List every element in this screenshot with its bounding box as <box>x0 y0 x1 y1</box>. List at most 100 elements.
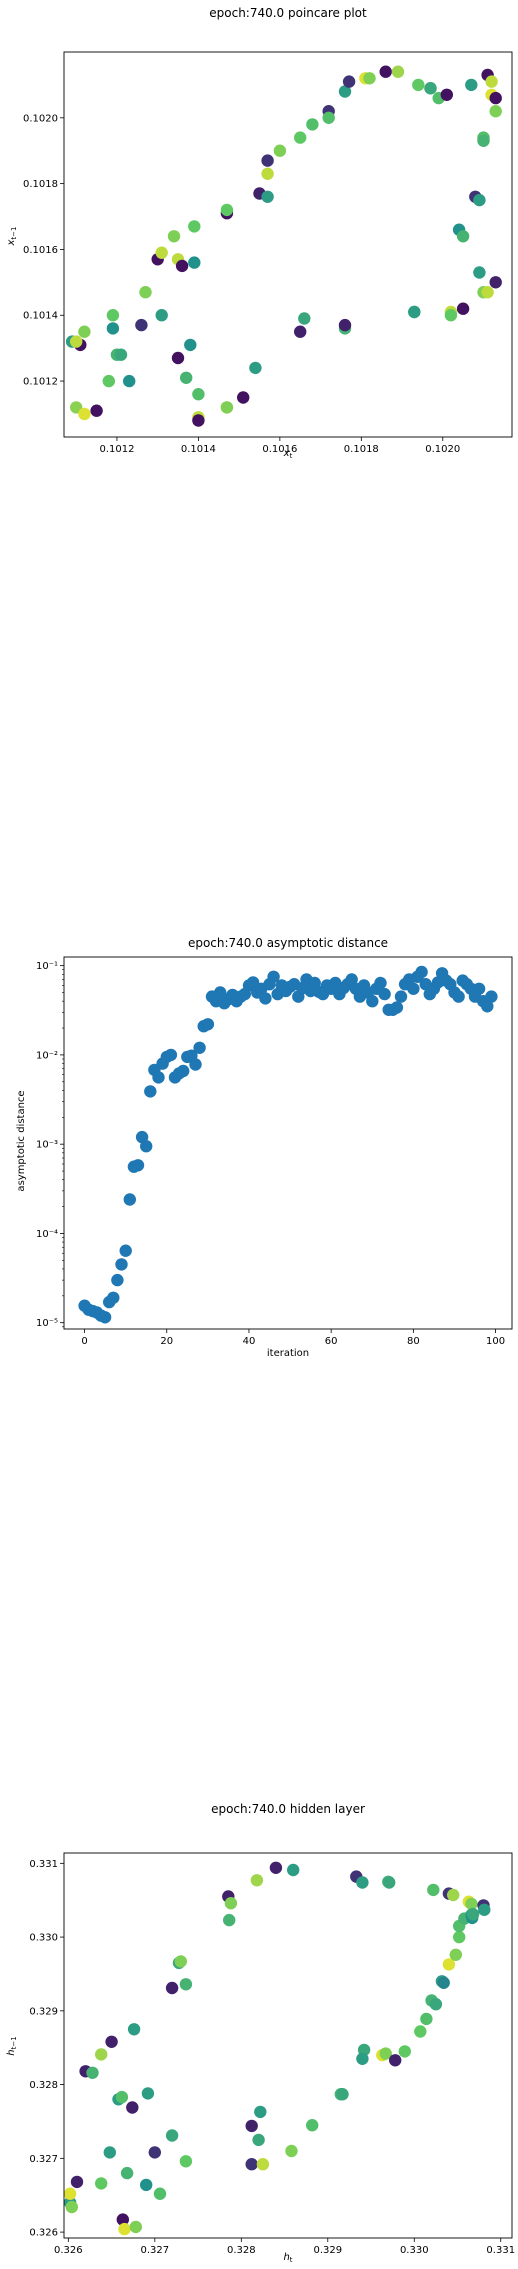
data-point <box>142 2087 154 2099</box>
data-point <box>261 154 273 166</box>
data-point <box>246 2120 258 2132</box>
data-point <box>180 2155 192 2167</box>
data-point <box>478 1904 490 1916</box>
data-point <box>188 220 200 232</box>
data-point <box>389 2054 401 2066</box>
data-point <box>132 1159 144 1171</box>
data-point <box>152 1071 164 1083</box>
y-tick-label: 0.1018 <box>23 179 58 190</box>
data-point <box>71 2176 83 2188</box>
data-point <box>473 194 485 206</box>
data-point <box>78 408 90 420</box>
data-point <box>95 2048 107 2060</box>
data-point <box>485 990 497 1002</box>
data-point <box>70 335 82 347</box>
data-point <box>438 1977 450 1989</box>
data-point <box>412 79 424 91</box>
data-point <box>457 230 469 242</box>
data-point <box>378 988 390 1000</box>
y-tick-label: 10⁻² <box>36 1050 58 1061</box>
data-point <box>166 2129 178 2141</box>
data-point <box>261 168 273 180</box>
data-point <box>120 1245 132 1257</box>
data-point <box>193 1042 205 1054</box>
x-tick-label: 0.328 <box>227 2245 256 2256</box>
data-point <box>270 1862 282 1874</box>
data-point <box>78 326 90 338</box>
data-point <box>221 401 233 413</box>
data-point <box>420 2013 432 2025</box>
data-point <box>144 1085 156 1097</box>
data-point <box>104 2146 116 2158</box>
data-point <box>192 388 204 400</box>
data-point <box>452 990 464 1002</box>
data-point <box>374 977 386 989</box>
data-point <box>126 2101 138 2113</box>
data-point <box>467 1908 479 1920</box>
y-tick-label: 0.328 <box>29 2080 58 2091</box>
data-point <box>407 983 419 995</box>
data-point <box>107 309 119 321</box>
data-point <box>323 112 335 124</box>
asymptotic-xlabel: iteration <box>267 1348 309 1359</box>
x-tick-label: 0.1014 <box>181 444 216 455</box>
data-point <box>441 89 453 101</box>
asymptotic-title: epoch:740.0 asymptotic distance <box>188 936 388 950</box>
data-point <box>221 204 233 216</box>
data-point <box>257 2158 269 2170</box>
y-tick-label: 10⁻³ <box>36 1140 58 1151</box>
data-point <box>356 2053 368 2065</box>
data-point <box>124 1193 136 1205</box>
x-tick-label: 0.330 <box>400 2245 429 2256</box>
data-point <box>66 2201 78 2213</box>
x-tick-label: 0.1016 <box>262 444 297 455</box>
data-point <box>64 2188 76 2200</box>
hidden-title: epoch:740.0 hidden layer <box>211 1802 365 1816</box>
y-tick-label: 10⁻⁵ <box>36 1318 58 1329</box>
x-tick-label: 0.326 <box>54 2245 83 2256</box>
data-point <box>445 309 457 321</box>
data-point <box>156 247 168 259</box>
data-point <box>176 260 188 272</box>
data-point <box>252 2134 264 2146</box>
x-tick-label: 0.1018 <box>344 444 379 455</box>
data-point <box>115 349 127 361</box>
data-point <box>107 1292 119 1304</box>
data-point <box>343 75 355 87</box>
data-point <box>356 1876 368 1888</box>
data-point <box>336 2088 348 2100</box>
asymptotic-ylabel: asymptotic distance <box>16 1090 27 1191</box>
x-tick-label: 0 <box>81 1336 87 1347</box>
data-point <box>166 1982 178 1994</box>
data-point <box>172 352 184 364</box>
data-point <box>237 391 249 403</box>
data-point <box>115 1258 127 1270</box>
data-point <box>465 79 477 91</box>
data-point <box>298 312 310 324</box>
data-point <box>254 2106 266 2118</box>
data-point <box>99 1311 111 1323</box>
poincare-title: epoch:740.0 poincare plot <box>209 6 367 20</box>
x-tick-label: 0.331 <box>486 2245 515 2256</box>
data-point <box>453 1931 465 1943</box>
y-tick-label: 0.1012 <box>23 377 58 388</box>
data-point <box>424 82 436 94</box>
y-tick-label: 0.1014 <box>23 311 58 322</box>
data-point <box>177 1065 189 1077</box>
data-point <box>430 1998 442 2010</box>
data-point <box>294 131 306 143</box>
data-point <box>86 2067 98 2079</box>
data-point <box>380 66 392 78</box>
y-tick-label: 0.326 <box>29 2228 58 2239</box>
y-tick-label: 0.1016 <box>23 245 58 256</box>
data-point <box>363 72 375 84</box>
data-point <box>251 1874 263 1886</box>
data-point <box>285 2145 297 2157</box>
data-point <box>391 1001 403 1013</box>
data-point <box>128 2023 140 2035</box>
data-point <box>139 286 151 298</box>
data-point <box>192 414 204 426</box>
data-point <box>259 992 271 1004</box>
data-point <box>392 66 404 78</box>
data-point <box>165 1049 177 1061</box>
